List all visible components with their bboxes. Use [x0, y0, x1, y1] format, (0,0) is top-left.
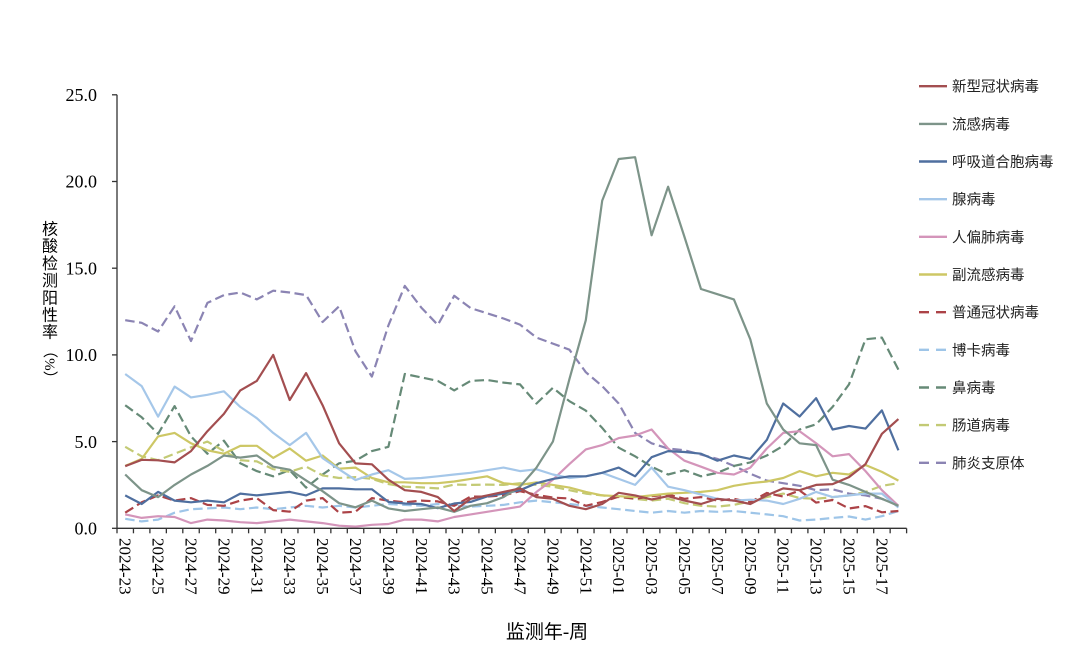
svg-text:阳: 阳	[42, 289, 58, 307]
svg-text:副流感病毒: 副流感病毒	[952, 267, 1025, 284]
svg-text:核: 核	[42, 221, 58, 239]
svg-text:2024-33: 2024-33	[280, 538, 299, 595]
svg-text:性: 性	[42, 307, 58, 325]
svg-text:2024-31: 2024-31	[247, 538, 266, 595]
svg-text:0.0: 0.0	[75, 519, 98, 539]
svg-text:肺炎支原体: 肺炎支原体	[952, 455, 1025, 472]
svg-text:2025-03: 2025-03	[642, 538, 661, 595]
svg-text:10.0: 10.0	[66, 345, 98, 365]
svg-text:流感病毒: 流感病毒	[952, 116, 1010, 133]
svg-text:普通冠状病毒: 普通冠状病毒	[952, 305, 1039, 322]
svg-text:酸: 酸	[42, 238, 58, 256]
svg-text:呼吸道合胞病毒: 呼吸道合胞病毒	[952, 154, 1054, 171]
svg-text:2024-27: 2024-27	[182, 538, 201, 595]
svg-text:2024-39: 2024-39	[379, 538, 398, 595]
svg-text:2024-23: 2024-23	[116, 538, 135, 595]
svg-text:2024-47: 2024-47	[511, 538, 530, 595]
svg-text:2025-05: 2025-05	[675, 538, 694, 595]
svg-text:5.0: 5.0	[75, 432, 98, 452]
svg-text:2024-37: 2024-37	[346, 538, 365, 595]
svg-text:监测年-周: 监测年-周	[506, 621, 588, 643]
svg-text:2024-29: 2024-29	[214, 538, 233, 595]
svg-text:2024-41: 2024-41	[412, 538, 431, 595]
svg-text:2024-25: 2024-25	[149, 538, 168, 595]
svg-text:率: 率	[42, 324, 58, 342]
svg-text:20.0: 20.0	[66, 172, 98, 192]
svg-text:2025-09: 2025-09	[741, 538, 760, 595]
svg-text:2024-51: 2024-51	[576, 538, 595, 595]
svg-text:测: 测	[42, 272, 58, 290]
svg-text:腺病毒: 腺病毒	[952, 192, 996, 209]
svg-text:新型冠状病毒: 新型冠状病毒	[952, 79, 1039, 96]
svg-text:2024-35: 2024-35	[313, 538, 332, 595]
svg-text:2025-07: 2025-07	[708, 538, 727, 595]
svg-text:2025-15: 2025-15	[840, 538, 859, 595]
svg-text:肠道病毒: 肠道病毒	[952, 418, 1010, 435]
svg-text:2024-43: 2024-43	[445, 538, 464, 595]
svg-text:15.0: 15.0	[66, 258, 98, 278]
svg-text:2024-49: 2024-49	[543, 538, 562, 595]
svg-text:人偏肺病毒: 人偏肺病毒	[952, 229, 1025, 246]
svg-text:2024-45: 2024-45	[478, 538, 497, 595]
svg-text:2025-13: 2025-13	[807, 538, 826, 595]
svg-text:（%）: （%）	[41, 343, 58, 386]
svg-text:2025-01: 2025-01	[609, 538, 628, 595]
svg-text:博卡病毒: 博卡病毒	[952, 342, 1010, 359]
svg-text:2025-17: 2025-17	[872, 538, 891, 595]
svg-text:鼻病毒: 鼻病毒	[952, 380, 996, 397]
svg-text:检: 检	[42, 255, 58, 273]
svg-text:25.0: 25.0	[66, 85, 98, 105]
svg-text:2025-11: 2025-11	[774, 538, 793, 594]
